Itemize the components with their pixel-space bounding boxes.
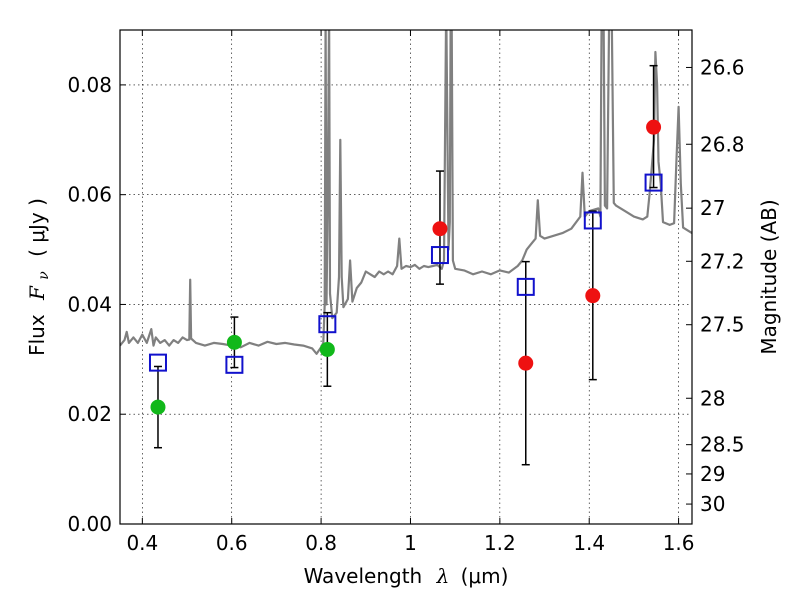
green-data-point: [226, 334, 242, 350]
x-tick-label: 1.6: [663, 531, 695, 555]
y-axis-label: Flux F ν ( μJy ): [25, 198, 53, 356]
red-data-point: [518, 355, 534, 371]
plot-frame: [119, 29, 693, 525]
magnitude-tick-label: 29: [700, 462, 725, 486]
x-axis-label-text: Wavelength: [304, 564, 423, 588]
model-photometry-square: [516, 277, 535, 296]
model-photometry-square: [430, 246, 449, 265]
y-tick-label: 0.00: [67, 512, 112, 536]
x-axis-label-symbol: λ: [436, 564, 450, 588]
x-tick-label: 1.4: [573, 531, 605, 555]
magnitude-axis-label: Magnitude (AB): [757, 199, 781, 354]
x-tick-label: 0.6: [216, 531, 248, 555]
y-tick-label: 0.02: [67, 402, 112, 426]
x-tick-label: 1.2: [484, 531, 516, 555]
model-photometry-square: [583, 211, 602, 230]
magnitude-tick-label: 28: [700, 386, 725, 410]
magnitude-tick-label: 26.8: [700, 132, 745, 156]
x-axis-label: Wavelength λ (μm): [304, 564, 509, 588]
green-data-point: [319, 341, 335, 357]
y-tick-label: 0.08: [67, 73, 112, 97]
red-data-point: [646, 119, 662, 135]
x-axis-label-unit: (μm): [461, 564, 509, 588]
magnitude-tick-label: 27.5: [700, 313, 745, 337]
axis-ticks: [120, 30, 692, 525]
model-photometry-square: [644, 173, 663, 192]
x-tick-label: 0.4: [126, 531, 158, 555]
magnitude-tick-label: 27: [700, 196, 725, 220]
y-tick-label: 0.06: [67, 183, 112, 207]
red-data-point: [585, 288, 601, 304]
x-tick-label: 1: [404, 531, 417, 555]
y-axis-label-text: Flux: [25, 314, 49, 356]
model-photometry-square: [318, 315, 337, 334]
y-axis-label-unit: ( μJy ): [25, 198, 49, 257]
green-data-point: [150, 399, 166, 415]
magnitude-tick-label: 27.2: [700, 249, 745, 273]
x-tick-label: 0.8: [305, 531, 337, 555]
model-photometry-square: [225, 355, 244, 374]
magnitude-tick-label: 30: [700, 492, 725, 516]
red-data-point: [432, 221, 448, 237]
model-photometry-square: [148, 353, 167, 372]
y-tick-label: 0.04: [67, 292, 112, 316]
model-spectrum-line: [120, 30, 692, 355]
data-marks: [148, 64, 663, 466]
y-axis-label-subscript: ν: [36, 271, 52, 280]
tick-labels: 0.4 0.6 0.8 1 1.2 1.4 1.6 0.00 0.02 0.04 0.06 0.08 2…: [67, 55, 744, 555]
magnitude-tick-label: 28.5: [700, 433, 745, 457]
y-axis-label-symbol: F: [25, 285, 49, 301]
magnitude-tick-label: 26.6: [700, 55, 745, 79]
spectrum-layer: [120, 30, 692, 355]
